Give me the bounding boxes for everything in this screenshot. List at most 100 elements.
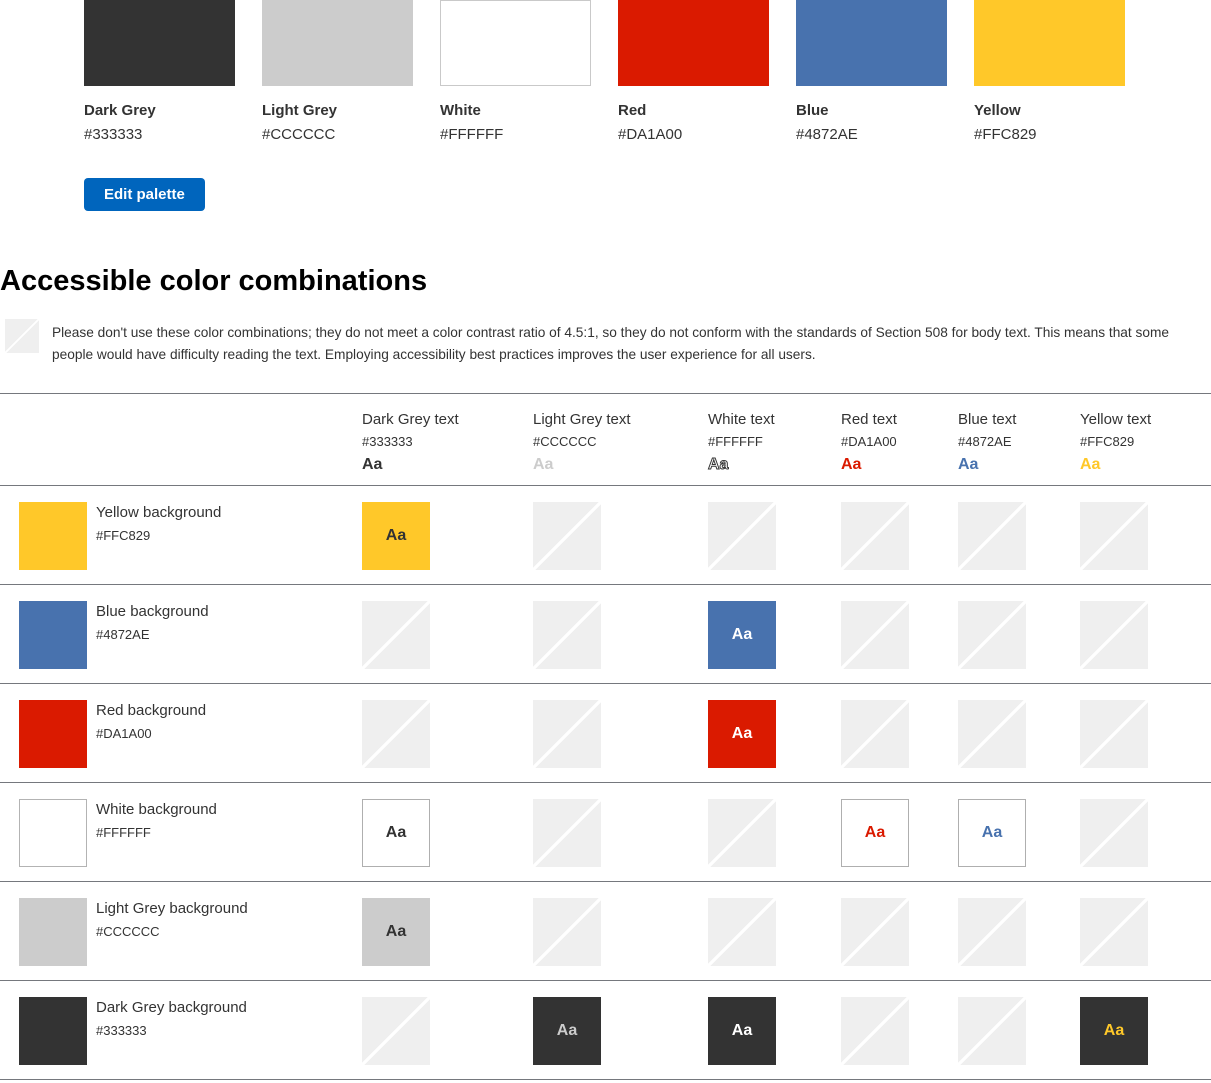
matrix-row-red-background: Red background #DA1A00 Aa	[0, 684, 1211, 782]
column-hex: #FFFFFF	[708, 434, 763, 449]
contrast-sample-tile: Aa	[1080, 997, 1148, 1065]
not-accessible-tile	[841, 898, 909, 966]
column-hex: #DA1A00	[841, 434, 897, 449]
not-accessible-tile	[841, 502, 909, 570]
not-accessible-tile	[533, 601, 601, 669]
row-color-swatch	[19, 502, 87, 570]
matrix-row-yellow-background: Yellow background #FFC829 Aa	[0, 486, 1211, 584]
row-name: Light Grey background	[96, 900, 248, 917]
matrix-cell	[708, 502, 841, 584]
matrix-cell	[1080, 601, 1211, 683]
row-color-swatch	[19, 601, 87, 669]
contrast-sample-tile: Aa	[958, 799, 1026, 867]
palette-swatch-card-white: White #FFFFFF	[440, 0, 591, 144]
not-accessible-tile	[533, 799, 601, 867]
not-accessible-tile	[708, 799, 776, 867]
matrix-cell	[841, 502, 958, 584]
matrix-cell: Aa	[708, 997, 841, 1079]
matrix-cell	[841, 898, 958, 980]
row-name: Dark Grey background	[96, 999, 247, 1016]
color-swatch	[974, 0, 1125, 86]
table-divider	[0, 393, 1211, 394]
contrast-matrix-table: Dark Grey text #333333 Aa Light Grey text #C…	[0, 393, 1211, 1080]
section-heading: Accessible color combinations	[0, 265, 428, 297]
row-label-cell: Red background #DA1A00	[0, 700, 362, 782]
not-accessible-tile	[362, 700, 430, 768]
not-accessible-tile	[958, 700, 1026, 768]
matrix-cell	[362, 601, 533, 683]
row-hex: #DA1A00	[96, 726, 152, 741]
row-divider	[0, 881, 1211, 882]
color-swatch	[618, 0, 769, 86]
row-hex: #CCCCCC	[96, 924, 160, 939]
swatch-hex: #DA1A00	[618, 126, 683, 143]
row-hex: #333333	[96, 1023, 147, 1038]
contrast-note: Please don't use these color combination…	[0, 319, 1211, 366]
row-label-cell: Dark Grey background #333333	[0, 997, 362, 1079]
matrix-cell	[1080, 898, 1211, 980]
row-color-swatch	[19, 700, 87, 768]
matrix-row-white-background: White background #FFFFFF Aa Aa Aa	[0, 783, 1211, 881]
edit-palette-button[interactable]: Edit palette	[84, 178, 205, 211]
column-label: White text	[708, 411, 775, 428]
column-hex: #333333	[362, 434, 413, 449]
row-divider	[0, 782, 1211, 783]
swatch-hex: #FFC829	[974, 126, 1037, 143]
matrix-cell: Aa	[533, 997, 708, 1079]
matrix-cell	[1080, 799, 1211, 881]
matrix-cell: Aa	[362, 799, 533, 881]
column-sample-text: Aa	[708, 456, 729, 474]
matrix-row-blue-background: Blue background #4872AE Aa	[0, 585, 1211, 683]
matrix-cell: Aa	[841, 799, 958, 881]
row-label-cell: Light Grey background #CCCCCC	[0, 898, 362, 980]
matrix-cell	[1080, 700, 1211, 782]
not-accessible-tile	[1080, 601, 1148, 669]
not-accessible-tile	[1080, 502, 1148, 570]
column-hex: #CCCCCC	[533, 434, 597, 449]
column-label: Yellow text	[1080, 411, 1152, 428]
matrix-cell	[362, 997, 533, 1079]
row-name: Yellow background	[96, 504, 222, 521]
row-color-swatch	[19, 997, 87, 1065]
contrast-sample-tile: Aa	[708, 700, 776, 768]
row-divider	[0, 980, 1211, 981]
note-text: Please don't use these color combination…	[52, 325, 1169, 362]
matrix-cell: Aa	[708, 601, 841, 683]
contrast-sample-tile: Aa	[362, 799, 430, 867]
row-color-swatch	[19, 898, 87, 966]
not-accessible-tile	[841, 601, 909, 669]
matrix-cell	[841, 601, 958, 683]
column-sample-text: Aa	[841, 456, 862, 473]
not-accessible-tile	[841, 700, 909, 768]
not-accessible-tile	[533, 502, 601, 570]
color-swatch	[84, 0, 235, 86]
column-hex: #4872AE	[958, 434, 1012, 449]
row-divider	[0, 683, 1211, 684]
swatch-hex: #333333	[84, 126, 143, 143]
row-divider	[0, 584, 1211, 585]
column-header-red-text: Red text #DA1A00 Aa	[841, 411, 958, 485]
not-accessible-tile	[1080, 700, 1148, 768]
matrix-row-light-grey-background: Light Grey background #CCCCCC Aa	[0, 882, 1211, 980]
column-sample-text: Aa	[958, 456, 979, 473]
row-hex: #FFC829	[96, 528, 151, 543]
contrast-sample-tile: Aa	[708, 997, 776, 1065]
row-name: Blue background	[96, 603, 209, 620]
contrast-sample-tile: Aa	[708, 601, 776, 669]
matrix-cell: Aa	[958, 799, 1080, 881]
matrix-cell	[958, 898, 1080, 980]
not-accessible-tile	[362, 997, 430, 1065]
matrix-cell	[533, 799, 708, 881]
swatch-hex: #4872AE	[796, 126, 858, 143]
matrix-cell: Aa	[362, 898, 533, 980]
not-accessible-tile	[533, 700, 601, 768]
row-label-text: Light Grey background #CCCCCC	[96, 898, 248, 980]
matrix-cell	[533, 502, 708, 584]
matrix-cell	[533, 898, 708, 980]
column-label: Light Grey text	[533, 411, 631, 428]
column-label: Red text	[841, 411, 897, 428]
palette-swatch-card-yellow: Yellow #FFC829	[974, 0, 1125, 144]
matrix-cell: Aa	[708, 700, 841, 782]
column-sample-text: Aa	[362, 456, 383, 473]
not-accessible-tile	[1080, 898, 1148, 966]
